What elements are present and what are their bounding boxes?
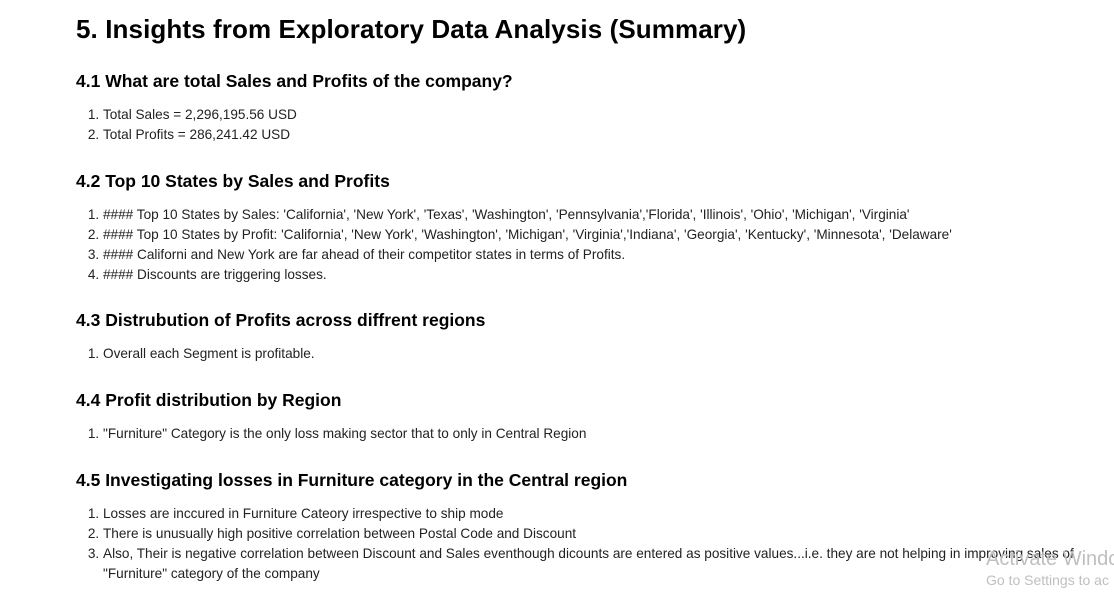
watermark-subtitle: Go to Settings to ac — [986, 572, 1109, 588]
list-item: Total Sales = 2,296,195.56 USD — [103, 105, 1113, 125]
activate-windows-watermark: Activate Windo Go to Settings to ac — [986, 548, 1114, 590]
list-item: Losses are inccured in Furniture Cateory… — [103, 504, 1113, 524]
list-item: #### Discounts are triggering losses. — [103, 265, 1113, 285]
list-item: Total Profits = 286,241.42 USD — [103, 125, 1113, 145]
list-item: "Furniture" Category is the only loss ma… — [103, 424, 1113, 444]
section-heading-top-states: 4.2 Top 10 States by Sales and Profits — [76, 171, 390, 191]
section-heading-profit-by-region: 4.4 Profit distribution by Region — [76, 390, 342, 410]
section-heading-furniture-losses: 4.5 Investigating losses in Furniture ca… — [76, 470, 628, 490]
section-list-profit-distribution-regions: Overall each Segment is profitable. — [76, 344, 1113, 364]
section-list-total-sales-profits: Total Sales = 2,296,195.56 USD Total Pro… — [76, 105, 1113, 145]
section-heading-total-sales-profits: 4.1 What are total Sales and Profits of … — [76, 71, 513, 91]
list-item: Overall each Segment is profitable. — [103, 344, 1113, 364]
section-list-top-states: #### Top 10 States by Sales: 'California… — [76, 205, 1113, 285]
section-list-profit-by-region: "Furniture" Category is the only loss ma… — [76, 424, 1113, 444]
list-item: #### Californi and New York are far ahea… — [103, 245, 1113, 265]
section-heading-profit-distribution-regions: 4.3 Distrubution of Profits across diffr… — [76, 310, 486, 330]
list-item: #### Top 10 States by Sales: 'California… — [103, 205, 1113, 225]
list-item: Also, Their is negative correlation betw… — [103, 544, 1113, 584]
list-item: There is unusually high positive correla… — [103, 524, 1113, 544]
page-title: 5. Insights from Exploratory Data Analys… — [76, 14, 747, 44]
section-list-furniture-losses: Losses are inccured in Furniture Cateory… — [76, 504, 1113, 584]
list-item: #### Top 10 States by Profit: 'Californi… — [103, 225, 1113, 245]
watermark-title: Activate Windo — [986, 548, 1114, 570]
